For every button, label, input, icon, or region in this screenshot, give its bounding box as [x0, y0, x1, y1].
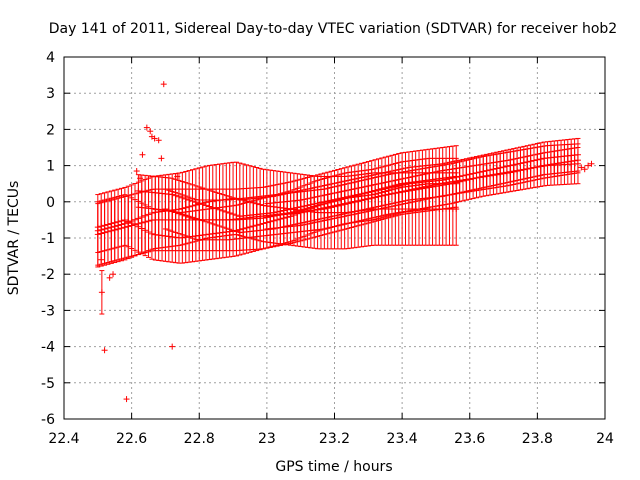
- y-tick-label: 2: [46, 122, 55, 138]
- y-tick-label: -4: [41, 340, 55, 356]
- y-tick-label: 1: [46, 159, 55, 175]
- x-tick-labels: 22.4 22.6 22.8 23 23.2 23.4 23.6 23.8 24: [48, 431, 614, 447]
- chart-title: Day 141 of 2011, Sidereal Day-to-day VTE…: [49, 21, 617, 37]
- plot-marks: [94, 81, 595, 403]
- y-tick-label: -2: [41, 267, 55, 283]
- y-tick-label: -1: [41, 231, 55, 247]
- x-tick-label: 23.2: [319, 431, 350, 447]
- outlier-points: [98, 81, 595, 403]
- y-tick-label: 0: [46, 195, 55, 211]
- x-tick-label: 24: [596, 431, 614, 447]
- y-tick-label: 4: [46, 50, 55, 66]
- x-tick-label: 22.6: [116, 431, 147, 447]
- x-tick-label: 23: [258, 431, 276, 447]
- x-tick-label: 22.8: [184, 431, 215, 447]
- y-tick-label: -6: [41, 412, 55, 428]
- axis-ticks: [63, 56, 606, 420]
- x-tick-label: 22.4: [48, 431, 79, 447]
- x-axis-title: GPS time / hours: [275, 459, 392, 475]
- x-tick-label: 23.8: [522, 431, 553, 447]
- y-tick-labels: -6 -5 -4 -3 -2 -1 0 1 2 3 4: [41, 50, 55, 428]
- y-tick-label: 3: [46, 86, 55, 102]
- y-tick-label: -5: [41, 376, 55, 392]
- x-tick-label: 23.6: [454, 431, 485, 447]
- x-tick-label: 23.4: [387, 431, 418, 447]
- series-satellite-track-6: [263, 147, 581, 230]
- y-axis-title: SDTVAR / TECUs: [6, 181, 22, 296]
- y-tick-label: -3: [41, 303, 55, 319]
